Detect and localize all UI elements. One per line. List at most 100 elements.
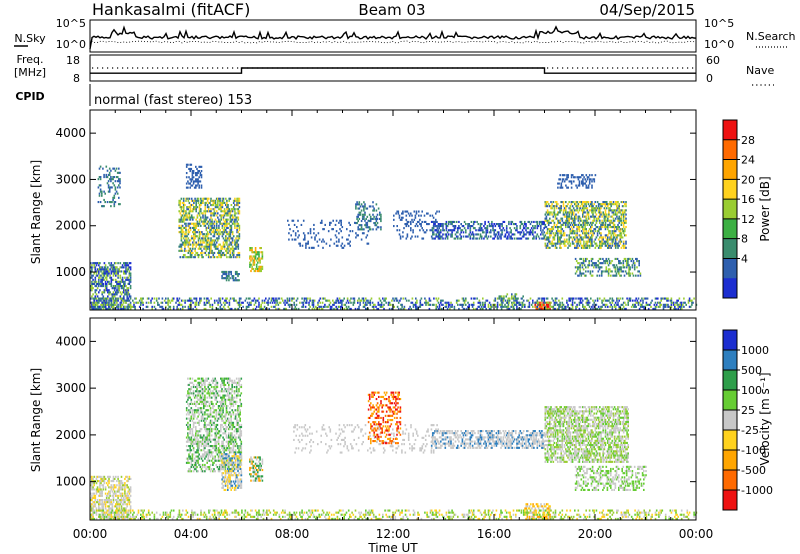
power-cell-2691 xyxy=(567,217,569,220)
power-cell-1899 xyxy=(411,214,413,217)
power-cell-4459 xyxy=(527,305,530,308)
power-cell-2594 xyxy=(558,238,560,241)
power-cell-999 xyxy=(210,237,212,240)
power-cell-1030 xyxy=(212,251,215,254)
power-cell-3811 xyxy=(178,301,181,304)
power-cell-3808 xyxy=(177,303,180,306)
power-cell-2871 xyxy=(583,221,585,224)
power-cell-1580 xyxy=(257,261,259,264)
power-cell-2865 xyxy=(583,240,585,243)
power-cell-4768 xyxy=(675,307,677,310)
power-cell-1025 xyxy=(211,212,213,215)
power-cell-4418 xyxy=(501,303,503,306)
power-cell-2705 xyxy=(568,213,570,216)
power-cell-2951 xyxy=(590,240,592,243)
power-cell-2680 xyxy=(566,217,568,220)
power-cell-4612 xyxy=(601,301,603,304)
power-cell-4478 xyxy=(537,297,540,300)
power-cell-1804 xyxy=(368,226,371,229)
power-cell-716 xyxy=(188,197,191,200)
power-cell-2534 xyxy=(552,242,555,245)
power-cell-1661 xyxy=(315,234,317,237)
power-cell-1191 xyxy=(223,243,226,246)
power-cell-3725 xyxy=(129,307,132,310)
power-cell-4052 xyxy=(304,301,307,304)
power-cell-1902 xyxy=(412,220,414,223)
power-cell-4685 xyxy=(637,301,640,304)
power-cell-45 xyxy=(93,264,95,267)
power-cell-4297 xyxy=(435,305,437,308)
power-cell-884 xyxy=(202,239,204,242)
power-cell-3040 xyxy=(597,209,600,212)
power-cell-3758 xyxy=(150,301,152,304)
power-cell-2001 xyxy=(440,237,442,240)
power-cell-3585 xyxy=(619,260,621,263)
power-cell-2598 xyxy=(558,221,560,224)
power-cell-3195 xyxy=(611,230,614,233)
power-cell-412 xyxy=(126,287,128,290)
power-cell-1585 xyxy=(258,267,260,270)
power-cell-3634 xyxy=(633,266,636,269)
power-cell-4650 xyxy=(619,305,622,308)
power-cell-35 xyxy=(93,307,95,310)
power-cell-553 xyxy=(119,203,121,206)
power-cell-3848 xyxy=(195,299,198,302)
power-cell-2548 xyxy=(553,234,556,237)
power-cell-3404 xyxy=(577,176,580,179)
power-cell-2140 xyxy=(480,227,483,230)
power-cell-969 xyxy=(207,233,210,236)
power-cell-896 xyxy=(203,251,205,254)
power-cell-3671 xyxy=(101,303,103,306)
velocity-cell-5 xyxy=(90,505,92,508)
power-cell-3410 xyxy=(581,182,583,185)
power-cell-723 xyxy=(189,239,192,242)
power-cell-4265 xyxy=(415,297,417,300)
power-cell-1133 xyxy=(219,208,221,211)
power-cell-2186 xyxy=(495,233,498,236)
power-cell-751 xyxy=(192,237,194,240)
power-cell-807 xyxy=(195,204,197,207)
power-cell-2098 xyxy=(469,237,472,240)
power-cell-1286 xyxy=(229,218,232,221)
power-cell-1982 xyxy=(434,220,436,223)
power-cell-2240 xyxy=(511,233,514,236)
power-cell-2160 xyxy=(486,225,489,228)
power-cell-2977 xyxy=(591,207,593,210)
power-cell-2787 xyxy=(576,240,578,243)
power-cell-4607 xyxy=(599,307,601,310)
power-cell-1240 xyxy=(226,201,228,204)
power-cell-4174 xyxy=(363,303,366,306)
power-cell-3455 xyxy=(578,274,580,277)
power-cell-3322 xyxy=(622,244,625,247)
power-cell-483 xyxy=(103,190,105,193)
power-cell-785 xyxy=(194,231,196,234)
power-cell-4489 xyxy=(544,305,547,308)
power-cell-1173 xyxy=(222,245,225,248)
power-colorbar-tick-label-2: 20 xyxy=(741,173,755,186)
power-cell-2884 xyxy=(584,228,586,231)
power-cell-2762 xyxy=(574,238,576,241)
power-cell-4009 xyxy=(282,299,284,302)
power-cell-3372 xyxy=(561,180,564,183)
power-cell-4451 xyxy=(520,297,523,300)
power-cell-76 xyxy=(96,301,99,304)
power-cell-1079 xyxy=(215,237,218,240)
power-cell-1404 xyxy=(238,251,241,254)
power-cell-304 xyxy=(116,272,118,275)
power-cell-2838 xyxy=(580,238,583,241)
power-cell-4400 xyxy=(490,305,492,308)
power-cell-1980 xyxy=(434,225,436,228)
power-cell-2724 xyxy=(570,226,573,229)
power-cell-4452 xyxy=(521,305,524,308)
power-cell-1078 xyxy=(215,241,218,244)
power-cell-441 xyxy=(128,272,131,275)
power-cell-4337 xyxy=(457,299,459,302)
power-cell-2177 xyxy=(493,237,495,240)
power-cell-3019 xyxy=(595,217,598,220)
power-cell-772 xyxy=(193,216,195,219)
power-cell-370 xyxy=(123,289,125,292)
power-cell-4783 xyxy=(679,301,682,304)
power-cell-2803 xyxy=(577,228,580,231)
power-cell-3451 xyxy=(577,274,579,277)
power-cell-3307 xyxy=(620,215,623,218)
